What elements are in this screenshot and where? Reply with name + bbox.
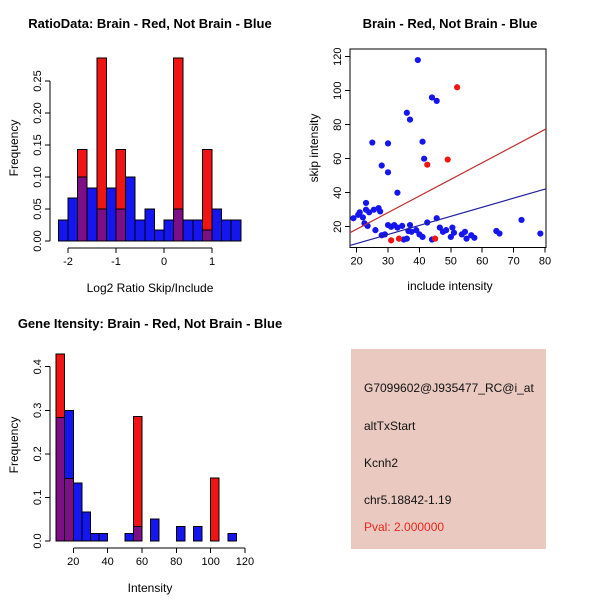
scatter-title: Brain - Red, Not Brain - Blue [362,16,538,31]
gene-name-text: Kcnh2 [364,456,399,470]
svg-text:0.20: 0.20 [32,102,44,123]
svg-text:120: 120 [332,47,344,65]
svg-text:60: 60 [332,153,344,165]
svg-text:80: 80 [539,256,551,268]
svg-text:30: 30 [382,256,394,268]
svg-text:0.3: 0.3 [32,403,44,418]
svg-text:0.2: 0.2 [32,446,44,461]
scatter-plot: 20 40 60 80 100 120 20 30 40 50 60 70 80 [332,47,551,268]
svg-text:70: 70 [508,256,520,268]
info-box: G7099602@J935477_RC@i_at altTxStart Kcnh… [351,349,546,549]
locus-text: chr5.18842-1.19 [364,493,452,507]
svg-text:20: 20 [350,256,362,268]
svg-text:80: 80 [170,556,182,568]
svg-text:100: 100 [201,556,219,568]
gene-hist-xlabel: Intensity [127,581,173,595]
svg-text:0.15: 0.15 [32,134,44,155]
ratio-histogram-plot: 0.00 0.05 0.10 0.15 0.20 0.25 -2 -1 0 1 [32,57,242,268]
svg-text:0.05: 0.05 [32,198,44,219]
panel-ratio-histogram: RatioData: Brain - Red, Not Brain - Blue… [0,0,300,300]
pval-text: Pval: 2.000000 [364,520,445,534]
svg-text:80: 80 [332,119,344,131]
svg-text:60: 60 [136,556,148,568]
svg-text:-2: -2 [63,256,73,268]
probe-id-text: G7099602@J935477_RC@i_at [364,381,534,395]
svg-text:40: 40 [332,187,344,199]
svg-text:50: 50 [445,256,457,268]
svg-text:120: 120 [236,556,254,568]
svg-text:100: 100 [332,81,344,99]
svg-text:0.00: 0.00 [32,230,44,251]
svg-text:-1: -1 [111,256,121,268]
svg-text:0.1: 0.1 [32,490,44,505]
svg-text:0.0: 0.0 [32,533,44,548]
gene-histogram-plot: 0.0 0.1 0.2 0.3 0.4 20 40 60 80 100 120 [32,353,254,568]
scatter-xlabel: include intensity [407,279,493,293]
svg-text:0.4: 0.4 [32,359,44,374]
ratio-hist-xlabel: Log2 Ratio Skip/Include [86,281,214,295]
svg-text:0: 0 [161,256,167,268]
ratio-histogram-title: RatioData: Brain - Red, Not Brain - Blue [28,16,272,31]
svg-text:0.25: 0.25 [32,70,44,91]
panel-gene-histogram: Gene Itensity: Brain - Red, Not Brain - … [0,300,300,600]
svg-text:40: 40 [102,556,114,568]
panel-info: G7099602@J935477_RC@i_at altTxStart Kcnh… [300,300,600,600]
svg-text:1: 1 [209,256,215,268]
gene-histogram-title: Gene Itensity: Brain - Red, Not Brain - … [17,316,283,331]
panel-scatter: Brain - Red, Not Brain - Blue skip inten… [300,0,600,300]
svg-text:0.10: 0.10 [32,166,44,187]
svg-text:60: 60 [476,256,488,268]
event-type-text: altTxStart [364,419,416,433]
svg-text:20: 20 [67,556,79,568]
svg-text:20: 20 [332,221,344,233]
svg-text:40: 40 [413,256,425,268]
